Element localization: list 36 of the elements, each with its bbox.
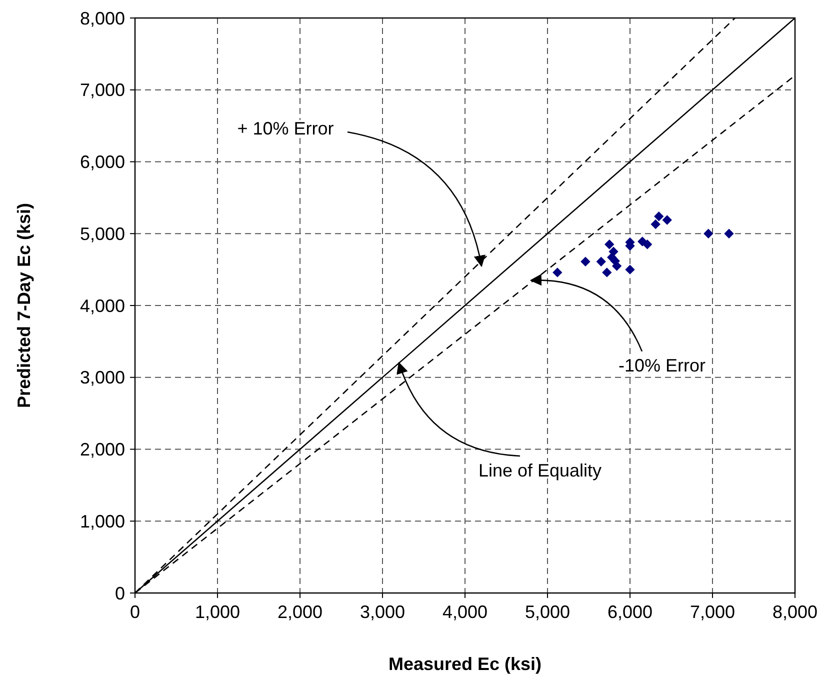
point [552, 268, 562, 278]
point [580, 256, 590, 267]
x-axis-title: Measured Ec (ksi) [388, 654, 542, 674]
y-axis-title: Predicted 7-Day Ec (ksi) [14, 202, 34, 408]
point [704, 228, 714, 238]
point [625, 264, 635, 274]
y-tick-label: 7,000 [80, 80, 125, 100]
x-tick-label: 8,000 [772, 602, 818, 622]
point [724, 228, 734, 238]
y-tick-label: 8,000 [80, 8, 125, 28]
x-tick-label: 3,000 [360, 602, 406, 622]
annotation: Line of Equality [478, 460, 602, 480]
point [602, 268, 612, 278]
x-tick-label: 1,000 [194, 602, 240, 622]
x-tick-label: 0 [130, 602, 140, 622]
y-tick-label: 6,000 [80, 152, 125, 172]
y-tick-label: 0 [114, 583, 125, 604]
y-tick-label: 5,000 [80, 224, 125, 244]
annotation: -10% Error [618, 356, 706, 376]
point [654, 212, 664, 222]
y-tick-label: 3,000 [80, 368, 125, 388]
y-tick-label: 1,000 [80, 511, 125, 532]
point [642, 240, 652, 250]
x-tick-label: 2,000 [277, 602, 323, 622]
point [612, 261, 622, 271]
point [604, 240, 614, 250]
x-tick-label: 6,000 [607, 602, 653, 622]
x-tick-label: 7,000 [690, 602, 736, 622]
annotation: + 10% Error [237, 118, 334, 138]
x-tick-label: 5,000 [524, 602, 570, 622]
point [596, 256, 606, 267]
y-tick-label: 4,000 [80, 296, 125, 316]
y-tick-label: 2,000 [80, 440, 125, 460]
x-tick-label: 4,000 [442, 602, 488, 622]
point [662, 215, 672, 225]
point [650, 219, 660, 230]
